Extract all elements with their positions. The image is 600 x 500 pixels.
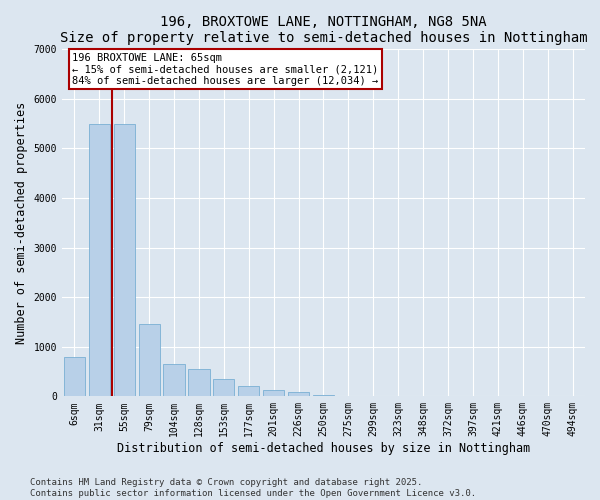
Bar [163, 364, 185, 396]
Bar [64, 356, 85, 397]
Bar [113, 124, 135, 396]
X-axis label: Distribution of semi-detached houses by size in Nottingham: Distribution of semi-detached houses by … [117, 442, 530, 455]
Bar [213, 379, 235, 396]
Text: Contains HM Land Registry data © Crown copyright and database right 2025.
Contai: Contains HM Land Registry data © Crown c… [30, 478, 476, 498]
Bar [313, 395, 334, 396]
Bar [263, 390, 284, 396]
Bar [139, 324, 160, 396]
Bar [238, 386, 259, 396]
Y-axis label: Number of semi-detached properties: Number of semi-detached properties [15, 102, 28, 344]
Text: 196 BROXTOWE LANE: 65sqm
← 15% of semi-detached houses are smaller (2,121)
84% o: 196 BROXTOWE LANE: 65sqm ← 15% of semi-d… [73, 52, 379, 86]
Bar [89, 124, 110, 396]
Bar [288, 392, 309, 396]
Bar [188, 369, 209, 396]
Title: 196, BROXTOWE LANE, NOTTINGHAM, NG8 5NA
Size of property relative to semi-detach: 196, BROXTOWE LANE, NOTTINGHAM, NG8 5NA … [59, 15, 587, 45]
